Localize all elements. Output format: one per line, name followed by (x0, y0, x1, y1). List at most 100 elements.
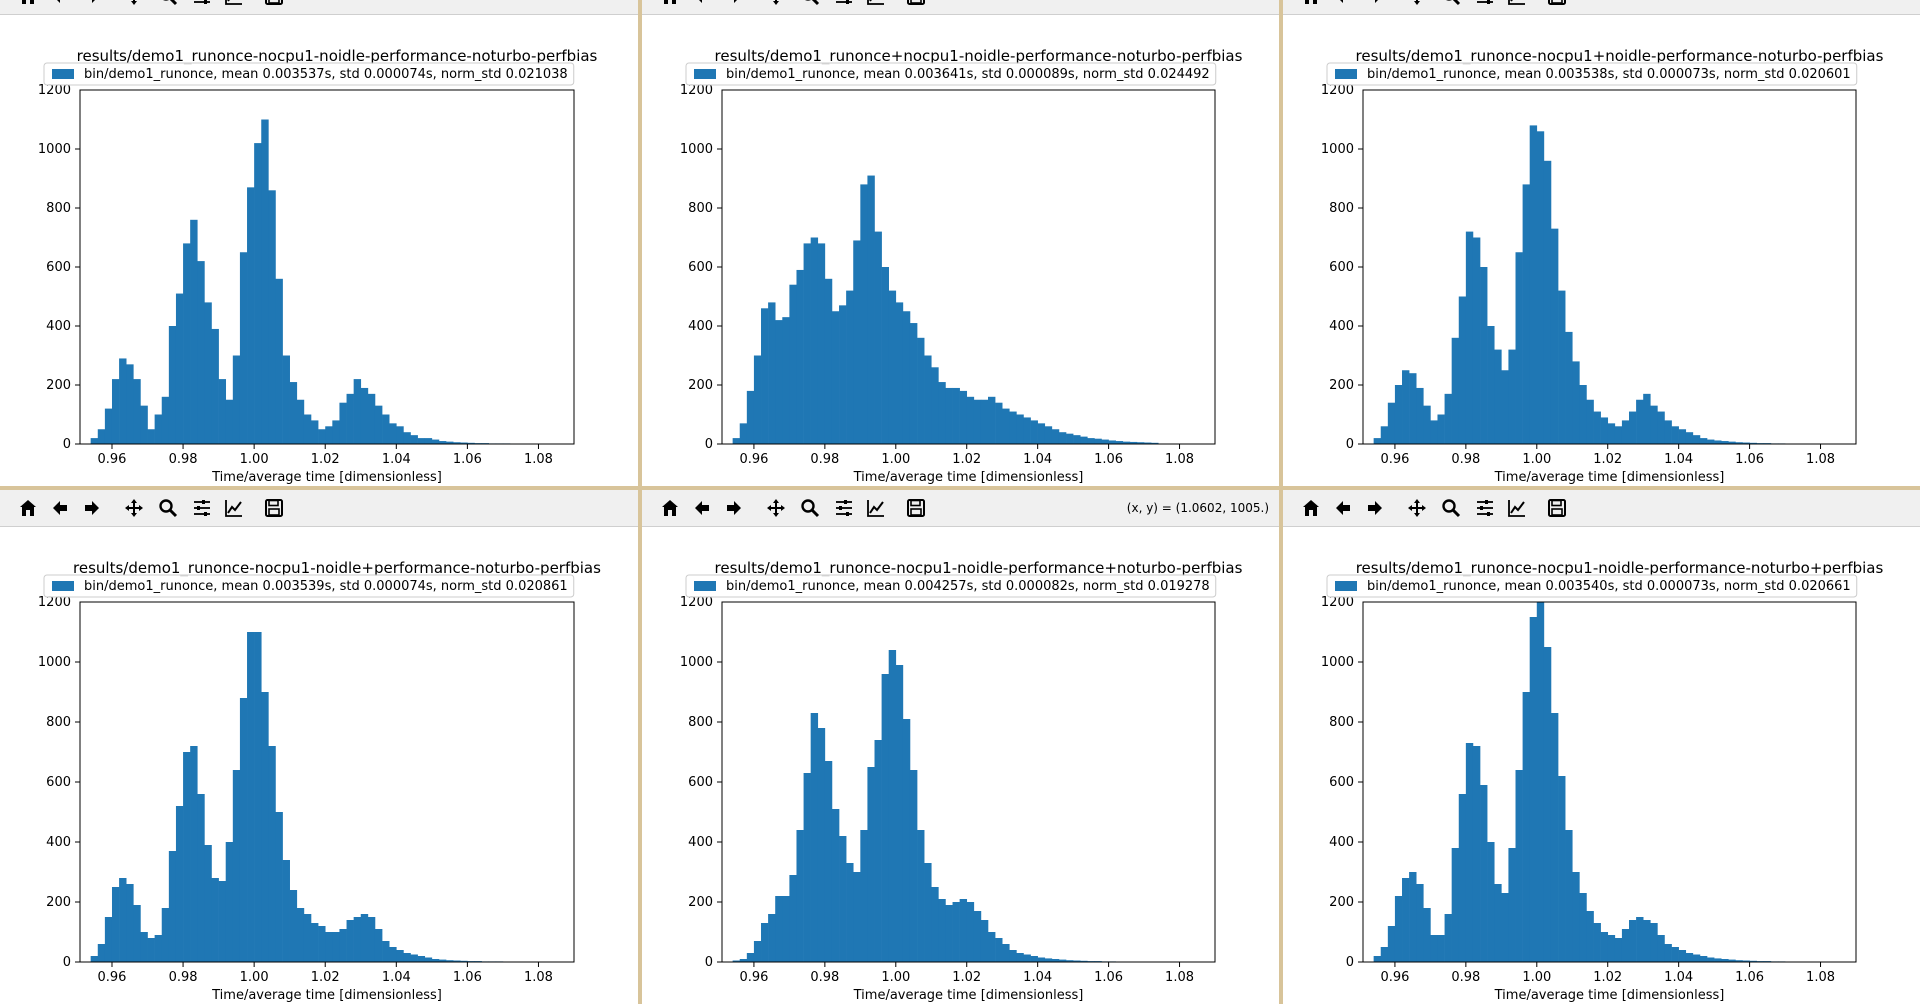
histogram-plot[interactable]: results/demo1_runonce-nocpu1+noidle-perf… (1283, 14, 1920, 486)
subplots-tool-button[interactable] (1471, 490, 1499, 526)
home-tool-button[interactable] (656, 0, 684, 14)
histogram-bar (753, 355, 762, 444)
histogram-bar (389, 947, 397, 962)
histogram-bar (1657, 935, 1665, 962)
histogram-bar (90, 956, 99, 962)
histogram-bar (1080, 436, 1088, 444)
forward-tool-button[interactable] (720, 0, 748, 14)
back-tool-button[interactable] (46, 490, 74, 526)
histogram-bar (1423, 405, 1431, 444)
zoom-tool-button[interactable] (1437, 0, 1465, 14)
save-tool-button[interactable] (260, 490, 288, 526)
histogram-plot[interactable]: results/demo1_runonce-nocpu1-noidle-perf… (642, 526, 1279, 1004)
back-tool-button[interactable] (688, 490, 716, 526)
figure-window: (x, y) = (1.0602, 1005.) results/demo1_r… (642, 490, 1279, 1004)
histogram-plot[interactable]: results/demo1_runonce-nocpu1-noidle-perf… (0, 14, 638, 486)
histogram-bar (775, 896, 783, 962)
x-tick-label: 1.08 (1806, 452, 1835, 467)
home-tool-button[interactable] (656, 490, 684, 526)
histogram-bar (1101, 439, 1109, 444)
back-arrow-icon (699, 0, 702, 3)
histogram-bar (1629, 411, 1637, 444)
x-tick-label: 1.08 (1165, 970, 1194, 985)
customize-tool-button[interactable] (862, 0, 890, 14)
subplots-tool-button[interactable] (188, 0, 216, 14)
back-arrow-icon (1336, 501, 1350, 515)
customize-tool-button[interactable] (1503, 490, 1531, 526)
save-tool-button[interactable] (902, 0, 930, 14)
pan-tool-button[interactable] (120, 0, 148, 14)
home-tool-button[interactable] (14, 0, 42, 14)
histogram-bar (1529, 125, 1538, 444)
histogram-bar (410, 435, 418, 444)
customize-tool-button[interactable] (220, 490, 248, 526)
y-tick-label: 0 (705, 437, 713, 452)
subplots-tool-button[interactable] (188, 490, 216, 526)
home-tool-button[interactable] (14, 490, 42, 526)
home-tool-button[interactable] (1297, 490, 1325, 526)
back-tool-button[interactable] (1329, 490, 1357, 526)
save-tool-button[interactable] (902, 490, 930, 526)
zoom-tool-button[interactable] (1437, 490, 1465, 526)
back-tool-button[interactable] (46, 0, 74, 14)
zoom-tool-button[interactable] (154, 490, 182, 526)
save-tool-button[interactable] (1543, 490, 1571, 526)
forward-tool-button[interactable] (1361, 490, 1389, 526)
histogram-bar (97, 429, 106, 444)
histogram-bar (1749, 960, 1757, 962)
histogram-bar (403, 432, 411, 444)
customize-tool-button[interactable] (1503, 0, 1531, 14)
x-tick-label: 1.06 (453, 970, 482, 985)
histogram-bar (831, 311, 840, 444)
histogram-bar (1508, 848, 1516, 962)
zoom-tool-button[interactable] (154, 0, 182, 14)
histogram-bar (1094, 438, 1102, 444)
forward-tool-button[interactable] (78, 490, 106, 526)
forward-tool-button[interactable] (1361, 0, 1389, 14)
save-tool-button[interactable] (1543, 0, 1571, 14)
histogram-bar (168, 326, 177, 444)
histogram-plot[interactable]: results/demo1_runonce-nocpu1-noidle-perf… (1283, 526, 1920, 1004)
histogram-bar (980, 920, 989, 962)
chart-title: results/demo1_runonce-nocpu1-noidle+perf… (73, 559, 601, 578)
pan-tool-button[interactable] (1403, 490, 1431, 526)
save-tool-button[interactable] (260, 0, 288, 14)
customize-tool-button[interactable] (862, 490, 890, 526)
x-tick-label: 1.06 (453, 452, 482, 467)
home-tool-button[interactable] (1297, 0, 1325, 14)
histogram-bar (211, 878, 219, 962)
pan-tool-button[interactable] (762, 490, 790, 526)
forward-tool-button[interactable] (720, 490, 748, 526)
y-tick-label: 1200 (680, 83, 713, 98)
histogram-bar (1394, 896, 1403, 962)
histogram-bar (303, 414, 312, 444)
y-tick-label: 0 (705, 955, 713, 970)
zoom-tool-button[interactable] (796, 0, 824, 14)
forward-tool-button[interactable] (78, 0, 106, 14)
legend-box (43, 62, 575, 86)
x-tick-label: 0.96 (739, 452, 768, 467)
subplots-tool-button[interactable] (830, 0, 858, 14)
back-tool-button[interactable] (688, 0, 716, 14)
pan-tool-button[interactable] (1403, 0, 1431, 14)
configure-subplots-icon (1477, 500, 1493, 516)
histogram-bar (732, 438, 741, 444)
histogram-bar (895, 302, 904, 444)
subplots-tool-button[interactable] (1471, 0, 1499, 14)
histogram-bar (1373, 438, 1382, 444)
customize-tool-button[interactable] (220, 0, 248, 14)
x-tick-label: 1.04 (1023, 970, 1052, 985)
x-tick-label: 1.08 (524, 452, 553, 467)
pan-tool-button[interactable] (762, 0, 790, 14)
histogram-bars (90, 119, 525, 444)
configure-subplots-icon (836, 0, 852, 4)
back-tool-button[interactable] (1329, 0, 1357, 14)
histogram-bar (1115, 441, 1124, 444)
home-icon (1303, 500, 1319, 516)
histogram-plot[interactable]: results/demo1_runonce-nocpu1-noidle+perf… (0, 526, 638, 1004)
histogram-plot[interactable]: results/demo1_runonce+nocpu1-noidle-perf… (642, 14, 1279, 486)
subplots-tool-button[interactable] (830, 490, 858, 526)
pan-tool-button[interactable] (120, 490, 148, 526)
zoom-tool-button[interactable] (796, 490, 824, 526)
histogram-bar (1402, 370, 1410, 444)
